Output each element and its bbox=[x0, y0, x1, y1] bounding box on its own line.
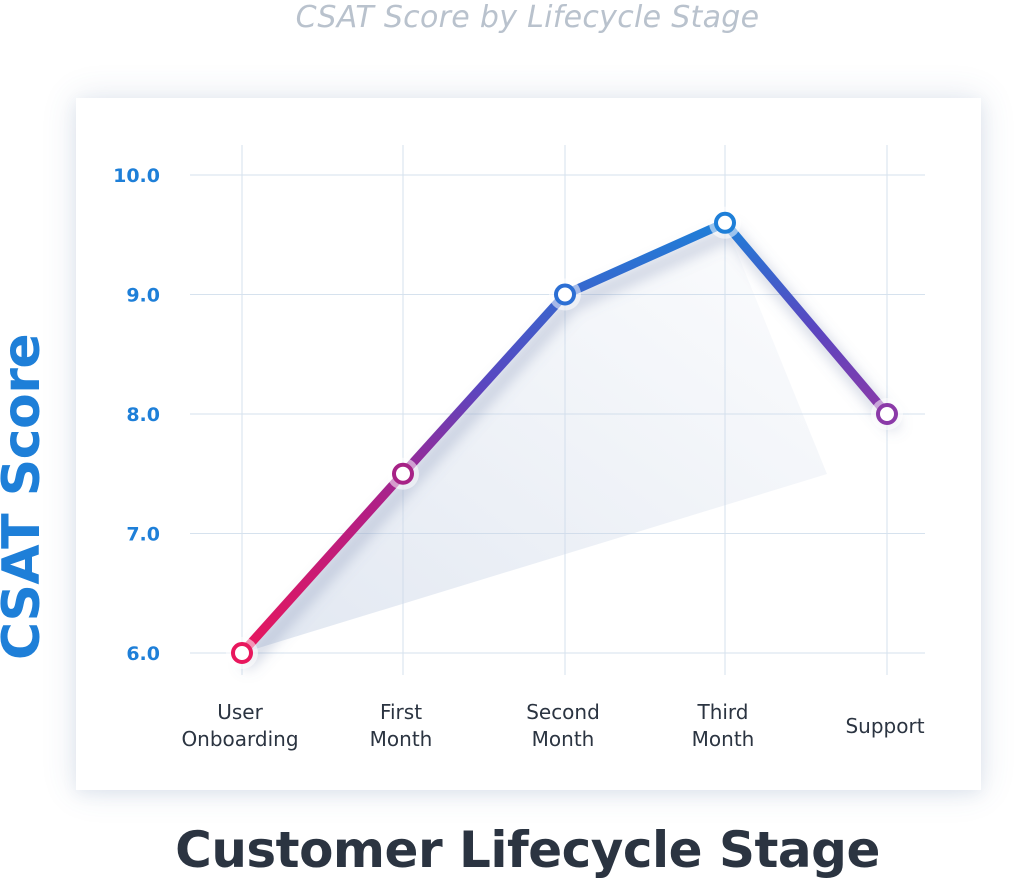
x-tick-label-line: Month bbox=[532, 727, 595, 751]
x-tick-label-line: Second bbox=[526, 700, 600, 724]
data-point bbox=[714, 211, 736, 234]
data-point bbox=[876, 403, 898, 425]
point-layer bbox=[226, 206, 903, 669]
series-line bbox=[237, 218, 730, 658]
y-tick-label: 7.0 bbox=[126, 524, 160, 546]
data-point bbox=[231, 642, 253, 664]
x-tick-label-line: Support bbox=[845, 714, 924, 738]
chart-title: CSAT Score by Lifecycle Stage bbox=[295, 0, 760, 35]
data-point bbox=[392, 462, 414, 485]
series-line-tail bbox=[720, 218, 892, 419]
x-tick-label: Support bbox=[845, 714, 924, 738]
data-point bbox=[554, 283, 576, 306]
x-tick-label: Third Month bbox=[692, 700, 755, 751]
x-tick-label-line: Month bbox=[370, 727, 433, 751]
shade-layer bbox=[242, 222, 827, 654]
x-axis-title: Customer Lifecycle Stage bbox=[175, 821, 880, 879]
x-tick-label-line: Third bbox=[696, 700, 748, 724]
x-tick-label: Second Month bbox=[526, 700, 600, 751]
area-shade bbox=[242, 222, 827, 654]
x-tick-label-line: First bbox=[380, 700, 422, 724]
x-tick-label: First Month bbox=[370, 700, 433, 751]
x-tick-label-line: User bbox=[217, 700, 263, 724]
x-tick-label-line: Month bbox=[692, 727, 755, 751]
y-tick-label: 8.0 bbox=[126, 404, 160, 426]
y-tick-layer: 10.0 9.0 8.0 7.0 6.0 bbox=[113, 165, 160, 665]
x-tick-label: User Onboarding bbox=[181, 700, 298, 751]
y-tick-label: 10.0 bbox=[113, 165, 160, 187]
y-tick-label: 9.0 bbox=[126, 285, 160, 307]
y-tick-label: 6.0 bbox=[126, 643, 160, 665]
x-tick-label-line: Onboarding bbox=[181, 727, 298, 751]
